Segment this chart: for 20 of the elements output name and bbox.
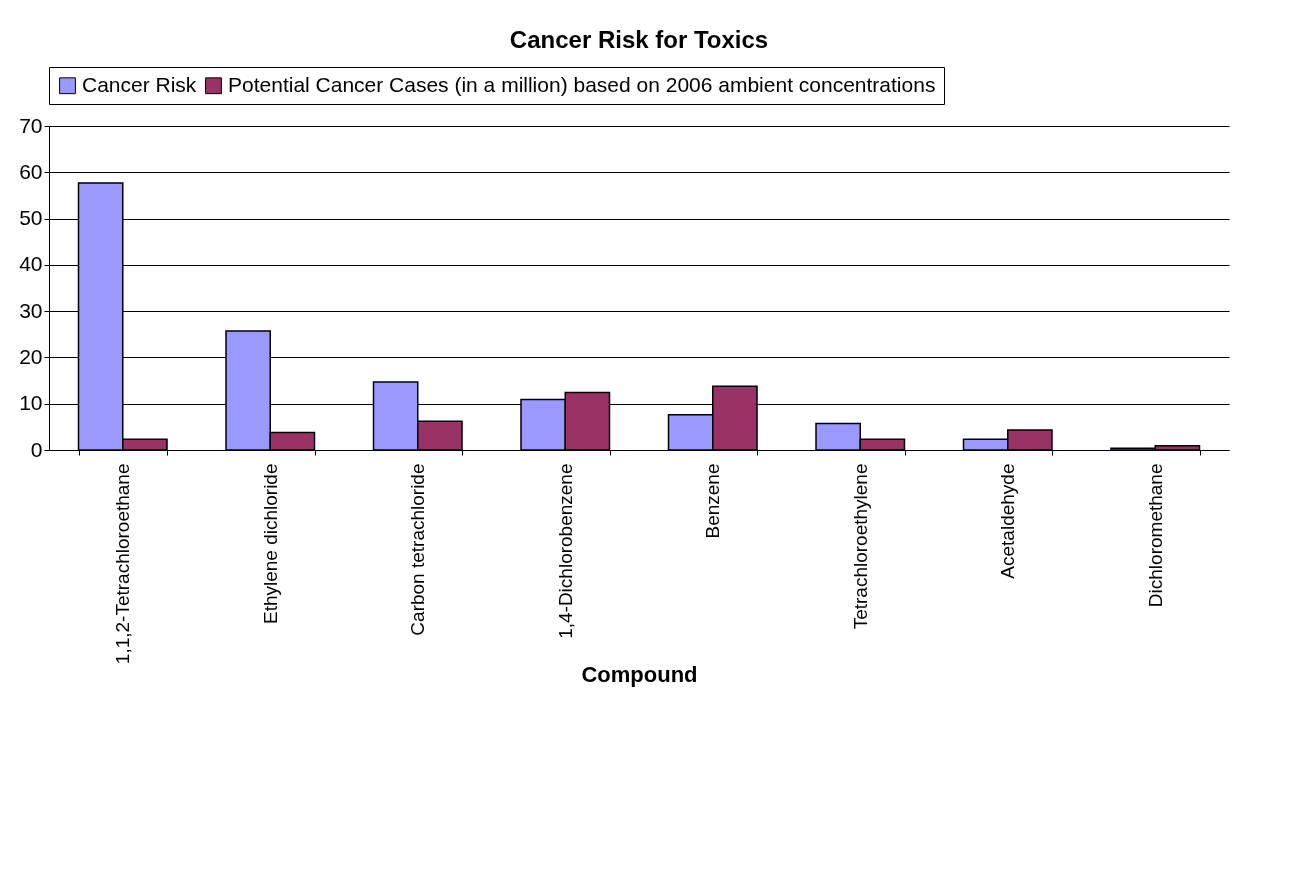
x-tick-label: Carbon tetrachloride <box>407 463 429 636</box>
y-tick-label: 70 <box>19 113 43 137</box>
y-tick-label: 0 <box>30 437 43 461</box>
legend-label: Potential Cancer Cases (in a million) based on 2006 ambient concentrations <box>228 72 936 96</box>
x-axis-title: Compound <box>581 661 698 687</box>
x-tick-label: Dichloromethane <box>1144 463 1166 608</box>
y-tick-label: 50 <box>19 206 43 230</box>
x-tick-label: 1,4-Dichlorobenzene <box>554 463 576 639</box>
x-tick-label: 1,1,2-Tetrachloroethane <box>112 463 134 665</box>
x-tick-label: Acetaldehyde <box>997 463 1019 579</box>
y-tick-label: 20 <box>19 344 43 368</box>
y-tick-label: 30 <box>19 298 43 322</box>
x-tick-label: Tetrachloroethylene <box>849 463 871 630</box>
y-tick-label: 10 <box>19 391 43 415</box>
x-tick-label: Ethylene dichloride <box>259 463 281 625</box>
legend-label: Cancer Risk <box>82 72 197 96</box>
x-tick-label: Benzene <box>702 463 724 539</box>
chart-title: Cancer Risk for Toxics <box>509 25 769 53</box>
y-tick-label: 60 <box>19 159 43 183</box>
y-tick-label: 40 <box>19 252 43 276</box>
